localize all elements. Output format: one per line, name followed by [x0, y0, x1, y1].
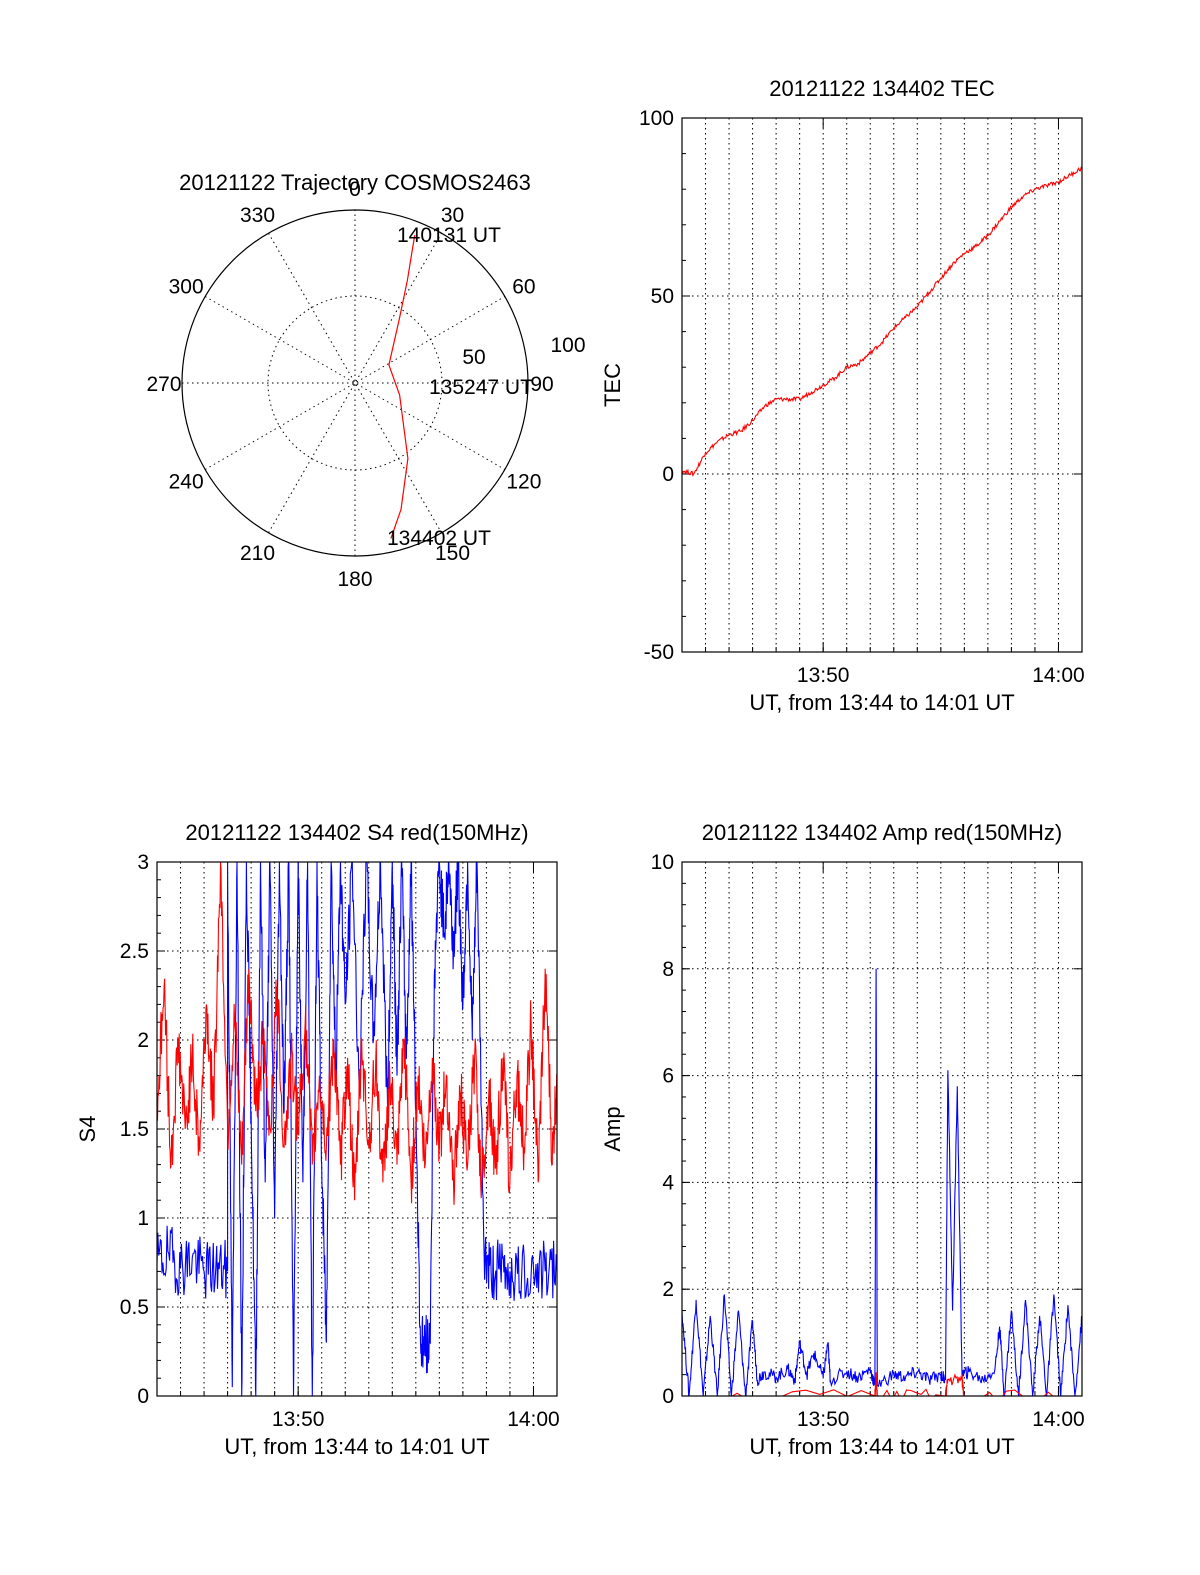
trajectory-mid-label: 135247 UT [429, 376, 533, 399]
polar-angle-label-30: 30 [441, 204, 464, 227]
s4-title: 20121122 134402 S4 red(150MHz) [185, 820, 528, 845]
s4-series-0 [157, 862, 557, 1396]
amp-xlabel: UT, from 13:44 to 14:01 UT [749, 1434, 1014, 1459]
polar-angle-label-330: 330 [240, 204, 275, 227]
tec-xtick-label: 14:00 [1032, 664, 1085, 687]
s4-series-1 [157, 862, 557, 1205]
polar-inner-circle [267, 295, 443, 471]
amp-xtick-label: 13:50 [797, 1408, 850, 1431]
tec-xtick-label: 13:50 [797, 664, 850, 687]
tec-title: 20121122 134402 TEC [769, 76, 995, 101]
amp-panel: 20121122 134402 Amp red(150MHz) 0 2 4 6 8 10 13… [600, 820, 1085, 1459]
s4-ytick-label: 1.5 [120, 1118, 149, 1141]
polar-angle-label-0: 0 [349, 178, 361, 201]
trajectory-end-label: 140131 UT [397, 224, 501, 247]
polar-spoke-30 [268, 232, 442, 534]
polar-title: 20121122 Trajectory COSMOS2463 [179, 170, 531, 195]
polar-angle-label-270: 270 [146, 373, 181, 396]
amp-ylabel: Amp [600, 1106, 625, 1151]
polar-angle-label-180: 180 [337, 568, 372, 591]
tec-ytick-label: 50 [651, 285, 674, 308]
tec-ytick-label: 0 [662, 463, 674, 486]
s4-plot-frame [156, 861, 558, 1397]
polar-angle-label-150: 150 [435, 542, 470, 565]
tec-ytick-label: -50 [644, 641, 674, 664]
polar-radial-label-100: 100 [550, 334, 585, 357]
polar-angle-label-210: 210 [240, 542, 275, 565]
amp-series-0 [682, 968, 1082, 1396]
trajectory-start-label: 134402 UT [387, 527, 491, 550]
polar-angle-label-240: 240 [169, 471, 204, 494]
amp-ytick-label: 6 [662, 1065, 674, 1088]
tec-xlabel: UT, from 13:44 to 14:01 UT [749, 690, 1014, 715]
amp-series-1 [682, 1372, 1082, 1396]
polar-angle-label-120: 120 [506, 471, 541, 494]
amp-plot-frame [681, 861, 1083, 1397]
polar-radial-label-50: 50 [462, 346, 485, 369]
amp-ytick-label: 4 [662, 1171, 674, 1194]
s4-ytick-label: 1 [137, 1207, 149, 1230]
amp-ytick-label: 8 [662, 958, 674, 981]
s4-ytick-label: 2 [137, 1029, 149, 1052]
polar-spoke-150 [268, 232, 442, 534]
amp-title: 20121122 134402 Amp red(150MHz) [702, 820, 1062, 845]
s4-ylabel: S4 [75, 1116, 100, 1143]
polar-angle-label-90: 90 [530, 373, 553, 396]
s4-xtick-label: 14:00 [507, 1408, 560, 1431]
polar-trajectory-panel: 20121122 Trajectory COSMOS2463 0 30 60 90 12… [146, 170, 585, 591]
s4-ytick-label: 3 [137, 851, 149, 874]
amp-xtick-label: 14:00 [1032, 1408, 1085, 1431]
trajectory-line [388, 234, 416, 539]
s4-xlabel: UT, from 13:44 to 14:01 UT [224, 1434, 489, 1459]
amp-ytick-label: 10 [651, 851, 674, 874]
s4-ytick-label: 0 [137, 1385, 149, 1408]
tec-panel: 20121122 134402 TEC -50 0 50 100 13:50 14:00 UT… [600, 76, 1085, 715]
tec-series-0 [682, 166, 1082, 477]
amp-ytick-label: 2 [662, 1278, 674, 1301]
s4-xtick-label: 13:50 [272, 1408, 325, 1431]
s4-panel: 20121122 134402 S4 red(150MHz) 0 0.5 1 1.5 2 2… [75, 820, 560, 1459]
amp-ytick-label: 0 [662, 1385, 674, 1408]
tec-plot-frame [681, 117, 1083, 653]
polar-angle-label-60: 60 [512, 276, 535, 299]
polar-angle-label-300: 300 [169, 276, 204, 299]
tec-ytick-label: 100 [639, 107, 674, 130]
tec-ylabel: TEC [600, 363, 625, 407]
s4-ytick-label: 2.5 [120, 940, 149, 963]
s4-ytick-label: 0.5 [120, 1296, 149, 1319]
